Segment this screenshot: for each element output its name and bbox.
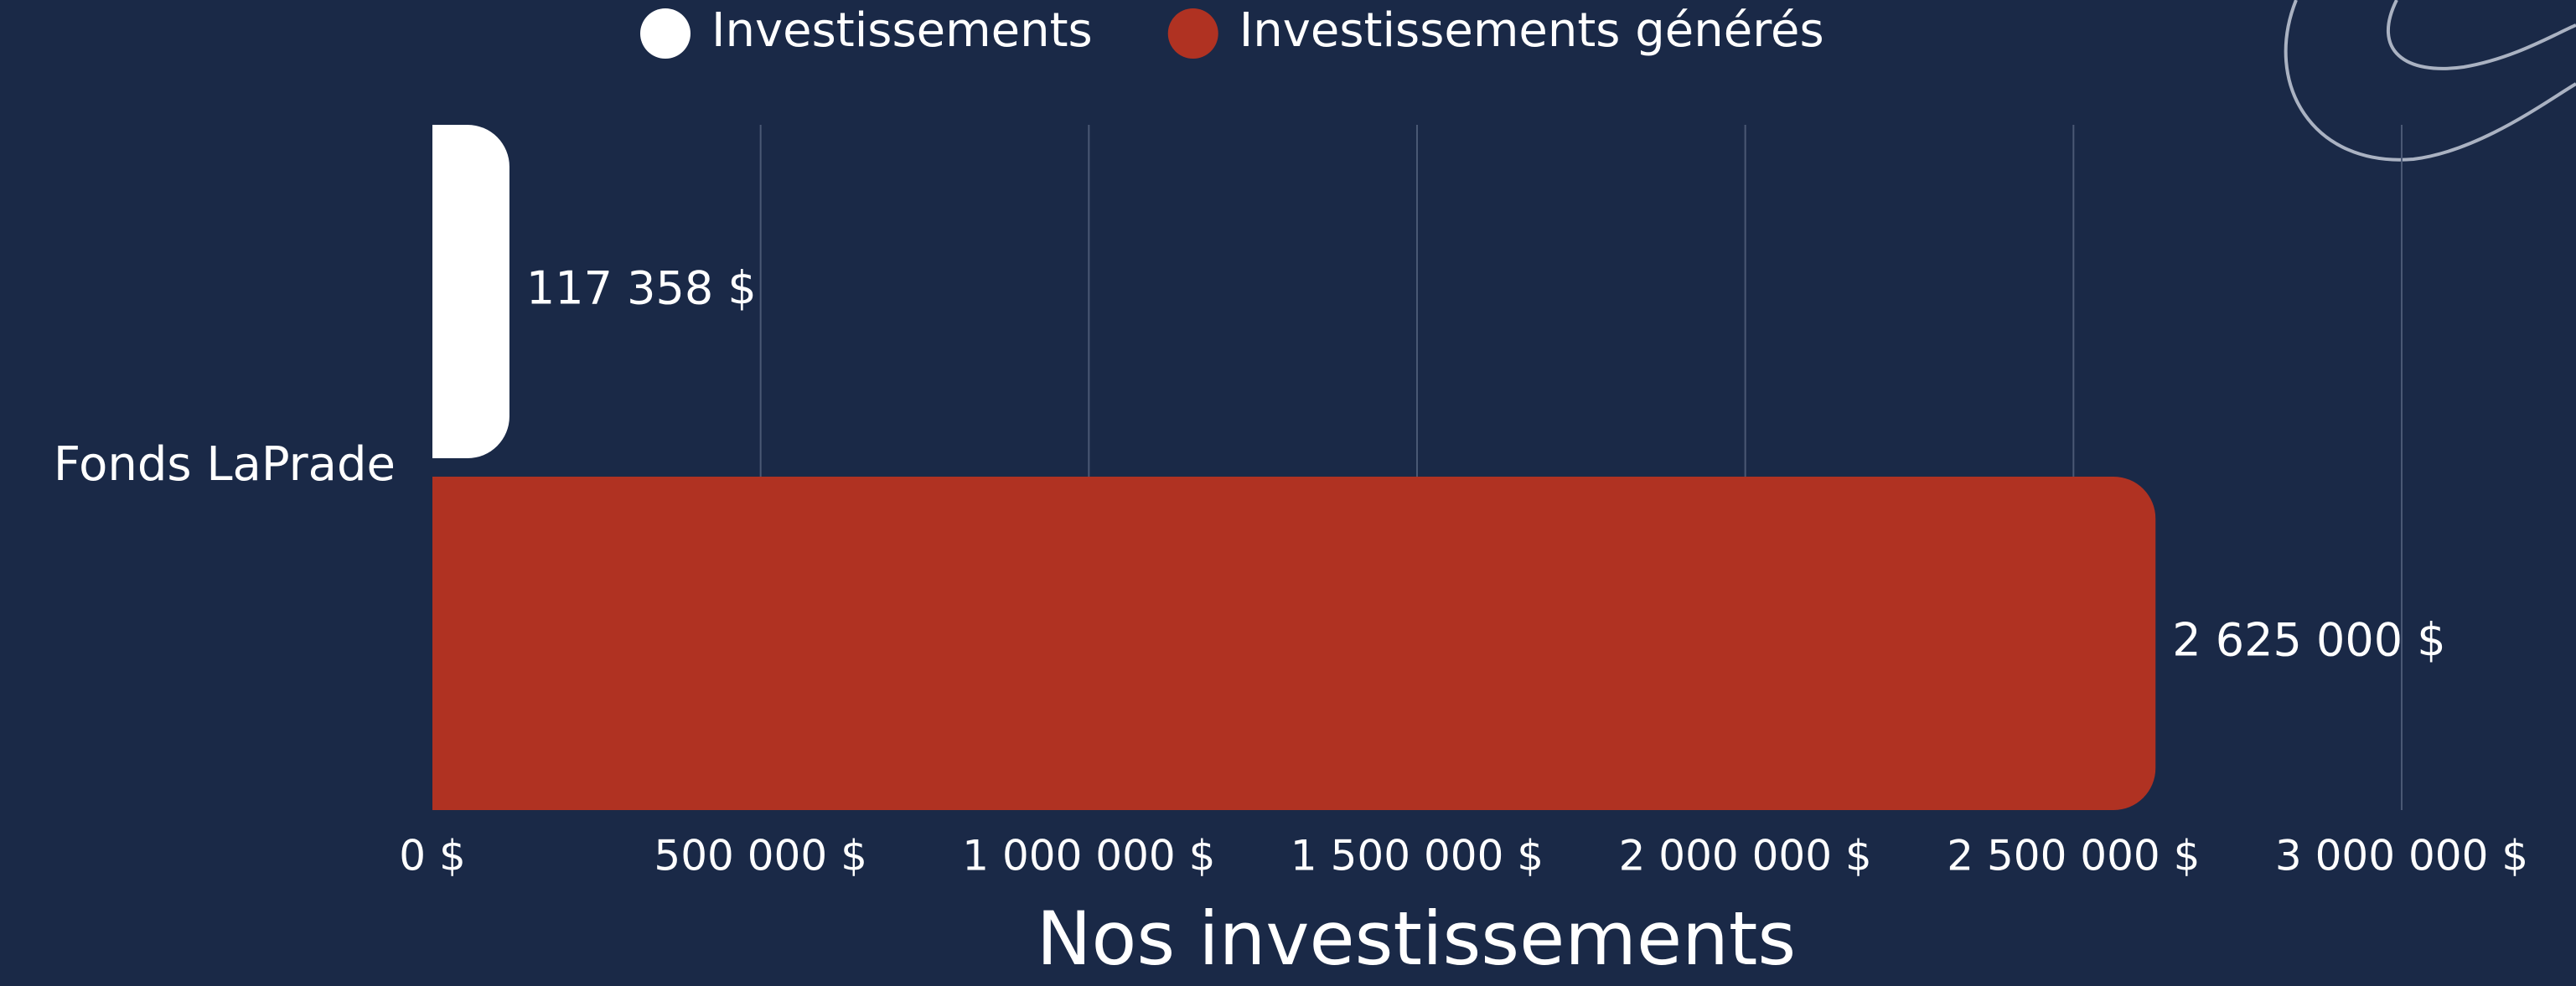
x-tick-label: 3 000 000 $ <box>2275 832 2528 880</box>
swirl <box>2284 0 2576 162</box>
legend-label: Investissements générés <box>1239 3 1824 58</box>
legend-label: Investissements <box>711 3 1093 58</box>
legend-marker <box>1167 8 1218 59</box>
x-tick-label: 2 500 000 $ <box>1947 832 2200 880</box>
bar <box>432 477 2156 810</box>
legend-marker <box>640 8 691 59</box>
decoration <box>2284 0 2576 162</box>
chart-title: Nos investissements <box>1037 896 1797 982</box>
x-tick-label: 2 000 000 $ <box>1619 832 1872 880</box>
x-tick-label: 0 $ <box>399 832 466 880</box>
x-tick-label: 1 500 000 $ <box>1291 832 1544 880</box>
swirl <box>2386 0 2576 70</box>
value-label: 117 358 $ <box>526 262 757 315</box>
y-tick-label: Fonds LaPrade <box>54 437 396 492</box>
x-tick-label: 500 000 $ <box>654 832 866 880</box>
bar <box>432 125 510 458</box>
value-label: 2 625 000 $ <box>2172 614 2445 667</box>
x-tick-label: 1 000 000 $ <box>962 832 1215 880</box>
